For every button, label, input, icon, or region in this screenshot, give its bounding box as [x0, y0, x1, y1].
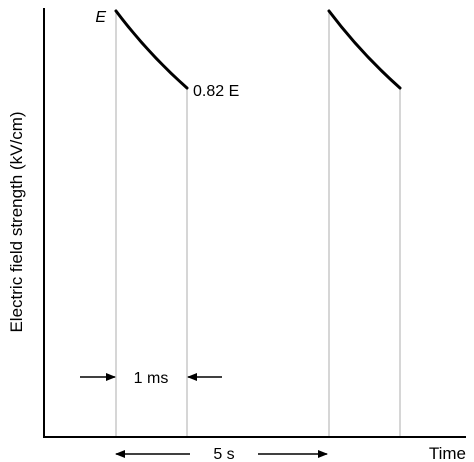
pulse-interval-label: 5 s: [213, 446, 234, 462]
x-axis-title: Time: [429, 444, 466, 462]
end-level-label: 0.82 E: [193, 83, 239, 100]
start-level-label: E: [95, 9, 106, 26]
y-axis-title: Electric field strength (kV/cm): [7, 111, 26, 332]
pulse-1-decay-line: [114, 9, 189, 90]
pulse-width-label: 1 ms: [134, 370, 169, 387]
end-level-text: 0.82 E: [193, 83, 239, 100]
pulse-2-decay-line: [327, 9, 402, 90]
pulse-series: [114, 9, 402, 90]
